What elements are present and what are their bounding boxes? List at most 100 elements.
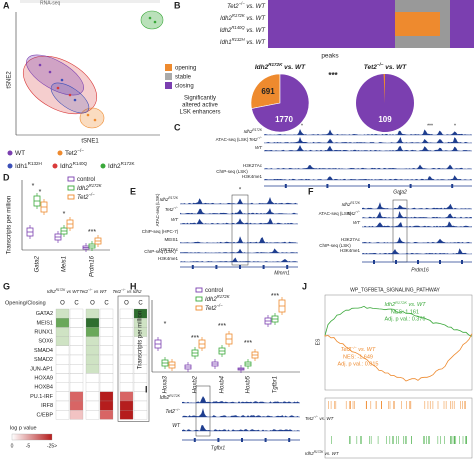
row-label: Idh2R140Q vs. WT	[220, 25, 267, 33]
x-label: Hoxb5	[246, 375, 252, 393]
column-header: O	[60, 301, 65, 307]
legend-dot	[100, 163, 106, 169]
assay-label: ATAC-seq (LSK)	[319, 211, 352, 216]
legend-swatch	[195, 287, 203, 293]
heatmap-cell	[133, 373, 148, 383]
significance: *	[39, 189, 42, 196]
track-label: WT	[171, 217, 179, 222]
exon	[191, 265, 194, 269]
label-part: Tet2	[65, 150, 78, 157]
superscript: −/−	[175, 408, 180, 412]
es-curve	[324, 305, 473, 337]
superscript: R140Q	[231, 25, 245, 30]
heatmap-cell	[55, 336, 70, 346]
heatmap-cell	[55, 382, 70, 392]
row-label: GATA2	[36, 311, 53, 317]
heatmap-cell	[55, 327, 70, 337]
group-box	[117, 295, 150, 422]
exon	[262, 265, 265, 269]
superscript: −/−	[88, 288, 93, 292]
significance: *	[399, 194, 402, 200]
exon	[288, 438, 291, 442]
label-part: control	[205, 288, 223, 294]
plot-frame	[324, 294, 473, 391]
exon	[461, 260, 463, 264]
label-part: Tet2	[113, 289, 122, 294]
curve-stat: NES: -1.649	[343, 354, 373, 360]
track	[362, 221, 472, 227]
label-part: Tet2	[249, 137, 258, 142]
track-label: H3K27Ac	[341, 237, 361, 242]
label-part: Idh2	[160, 395, 170, 401]
row-label: SMAD2	[34, 357, 53, 363]
barcode-frame	[324, 397, 473, 459]
label-part: WT	[255, 145, 263, 150]
label-part: Idh2	[220, 16, 232, 22]
legend-swatch	[165, 64, 172, 71]
scale-label: 0	[11, 443, 14, 449]
superscript: −/−	[257, 136, 262, 140]
superscript: R172K	[252, 128, 263, 132]
exon	[373, 260, 375, 264]
panel-letter: D	[3, 172, 10, 182]
point	[38, 63, 42, 67]
legend-entry: Idh2R172K	[205, 294, 230, 302]
exon	[215, 265, 218, 269]
exon	[284, 184, 287, 188]
heatmap-cell	[69, 354, 84, 365]
label: Transcripts per million	[7, 196, 13, 254]
curve-stat: NES: 1.161	[391, 309, 419, 315]
label-part: Idh2	[60, 163, 73, 170]
heatmap-cell	[119, 364, 134, 374]
x-label: Hoxa3	[163, 375, 169, 393]
point	[93, 118, 97, 122]
row-label: Idh2R172K vs. WT	[220, 13, 266, 21]
track-label: WT	[172, 423, 181, 429]
heatmap-cell	[69, 373, 84, 383]
heatmap-cell	[55, 318, 70, 328]
label-part: Tet2	[305, 416, 314, 421]
track-label: Idh2R172K	[244, 128, 263, 134]
legend-title: log p value	[10, 425, 37, 431]
label-part: vs. WT	[318, 416, 334, 421]
label-part: Idh2	[220, 28, 232, 34]
heatmap-cell	[119, 345, 134, 356]
column-header: Tet2−/− vs WT	[79, 288, 107, 294]
track	[180, 208, 298, 214]
pie-slice	[250, 73, 281, 109]
barcode-label: Idh2R172K vs. WT	[305, 450, 340, 456]
label-part: Idh2	[108, 163, 121, 170]
heatmap-cell	[69, 391, 84, 402]
superscript: −/−	[314, 415, 319, 419]
heatmap-cell	[85, 364, 100, 374]
track	[180, 248, 298, 253]
legend-dot	[57, 150, 63, 156]
es-curve	[324, 333, 473, 382]
heatmap-cell	[85, 345, 100, 356]
label-part: vs Idh2	[126, 289, 142, 294]
label-part: vs. WT	[323, 451, 339, 456]
x-label: Hoxb4	[220, 375, 226, 393]
superscript: −/−	[88, 192, 95, 197]
label: tSNE1	[81, 139, 99, 145]
column-header: O	[90, 301, 95, 307]
legend-entry: control	[205, 288, 223, 294]
legend-entry: Idh1R132H	[15, 161, 42, 170]
row-label: IRF8	[41, 403, 53, 409]
track	[264, 129, 472, 135]
track	[182, 396, 300, 403]
superscript: R172K	[232, 13, 245, 18]
legend-entry: Idh2R172K	[77, 183, 102, 191]
column-header: Idh2R172K vs WT	[47, 288, 81, 294]
caption: altered active	[182, 103, 218, 109]
column-header: O	[124, 301, 129, 307]
heatmap-cell	[119, 410, 134, 420]
panel-letter: J	[302, 281, 307, 291]
label-part: Idh2	[342, 202, 351, 207]
heatmap-cell	[85, 327, 100, 337]
exon	[217, 438, 220, 442]
track	[182, 425, 300, 431]
panel-header	[20, 0, 160, 3]
caption: LSK enhancers	[179, 110, 220, 116]
significance: *	[63, 211, 66, 218]
